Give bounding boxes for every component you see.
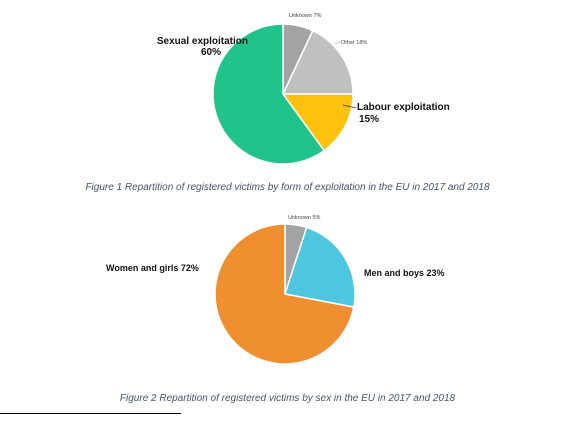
women-and-girls-label: Women and girls 72% [106,263,199,273]
labour-leader-line [342,104,357,109]
unknown-label: Unknown 7% [289,13,322,19]
pie-slice-women-and-girls [214,223,355,365]
figure-2-caption: Figure 2 Repartition of registered victi… [119,393,456,404]
other-label: Other 18% [341,40,367,46]
sexual-exploitation-label: Sexual exploitation [157,36,248,47]
footnote-separator [0,413,181,414]
unknown-label: Unknown 5% [288,215,321,221]
labour-exploitation-label: Labour exploitation [357,102,450,113]
sexual-exploitation-value: 60% [201,47,221,58]
figure-1-caption: Figure 1 Repartition of registered victi… [85,182,490,193]
other-leader-line [334,41,341,45]
labour-exploitation-value: 15% [359,114,379,125]
men-and-boys-label: Men and boys 23% [364,268,445,278]
figure-2-pie-chart: Unknown 5% Women and girls 72% Men and b… [106,215,445,365]
pie-slice-men-and-boys [284,226,356,308]
figure-1-pie-chart: Unknown 7% Other 18% Sexual exploitation… [157,13,450,165]
pie-slice-sexual-exploitation [212,23,326,165]
pie-slice-other [281,29,354,95]
pie-slice-labour-exploitation [281,93,354,152]
